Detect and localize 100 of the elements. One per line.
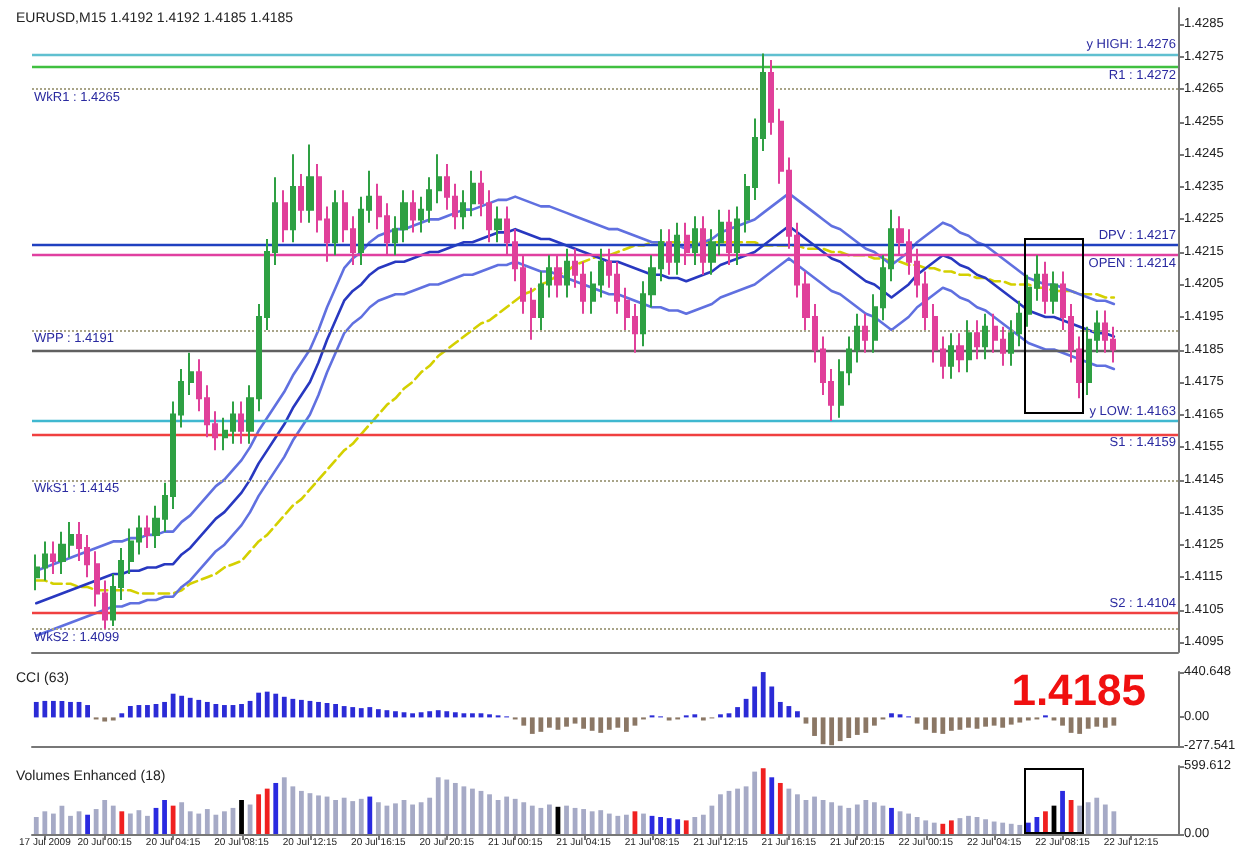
bar	[812, 717, 817, 736]
bar	[299, 699, 304, 718]
bar	[68, 701, 73, 718]
annotation: 1.4185	[1011, 665, 1147, 715]
bar	[983, 717, 988, 727]
bar	[692, 816, 698, 834]
bar	[42, 811, 48, 834]
bar	[529, 717, 535, 734]
bar	[196, 813, 202, 834]
bar	[606, 813, 612, 834]
bar	[504, 796, 510, 834]
bar	[658, 816, 663, 834]
bar	[837, 805, 843, 834]
bar	[529, 805, 535, 834]
bar	[85, 814, 90, 834]
bar	[538, 807, 544, 834]
bar	[350, 707, 356, 718]
bar	[316, 701, 321, 718]
bar	[872, 717, 877, 726]
bar	[606, 717, 612, 730]
bar	[1077, 805, 1083, 834]
bar	[256, 794, 262, 834]
bar	[564, 805, 569, 834]
bar	[179, 802, 185, 834]
bar	[145, 815, 150, 834]
bar	[1077, 717, 1083, 734]
bar	[966, 815, 971, 834]
bar	[341, 797, 347, 834]
bar	[444, 779, 450, 834]
bar	[119, 811, 125, 834]
bar	[299, 790, 304, 834]
bar	[33, 701, 39, 718]
bar	[1000, 717, 1006, 728]
bar	[589, 811, 595, 834]
bar	[923, 717, 929, 730]
candlestick	[734, 205, 740, 266]
bar	[196, 699, 202, 718]
bar	[854, 804, 860, 834]
bar	[418, 712, 424, 718]
bar	[239, 799, 244, 834]
bar	[795, 794, 800, 834]
bar	[418, 802, 424, 834]
bar	[333, 704, 338, 718]
bar	[948, 717, 954, 731]
candlestick	[42, 540, 48, 582]
bar	[512, 798, 518, 834]
bar	[547, 804, 552, 834]
candlestick	[674, 221, 680, 276]
bar	[923, 820, 929, 834]
bar	[521, 802, 527, 834]
bar	[1043, 811, 1048, 834]
bar	[581, 809, 587, 834]
bar	[256, 692, 262, 718]
bar	[42, 700, 48, 718]
bar	[85, 705, 90, 718]
candlestick	[1042, 260, 1048, 315]
bar	[102, 799, 108, 834]
candlestick	[188, 351, 194, 397]
bar	[1008, 717, 1014, 725]
bar	[829, 802, 835, 834]
candlestick	[460, 189, 466, 231]
bar	[735, 788, 740, 834]
bar	[931, 717, 937, 733]
bar	[914, 816, 920, 834]
bar	[641, 813, 646, 834]
bar	[983, 819, 988, 834]
bar	[615, 815, 621, 834]
bar	[273, 782, 279, 834]
bar	[854, 717, 860, 735]
bar	[1111, 811, 1117, 834]
bar	[204, 809, 210, 834]
bar	[50, 700, 56, 718]
bar	[623, 717, 629, 732]
bar	[803, 717, 809, 724]
bar	[846, 807, 852, 834]
candlestick	[564, 247, 570, 299]
bar	[290, 698, 296, 718]
candlestick	[862, 312, 868, 354]
bar	[350, 801, 356, 834]
bar	[222, 811, 227, 834]
candlestick	[282, 189, 288, 244]
bar	[675, 819, 681, 834]
bar	[281, 696, 287, 718]
candlestick	[982, 312, 988, 361]
bar	[367, 796, 373, 834]
bar	[948, 820, 954, 834]
candlestick	[436, 153, 442, 205]
bar	[1085, 717, 1091, 729]
candlestick	[58, 530, 66, 575]
bar	[991, 717, 997, 726]
bar	[50, 813, 56, 834]
bar	[358, 708, 364, 718]
bar	[940, 823, 946, 834]
bar	[1060, 790, 1065, 834]
bar	[487, 794, 492, 834]
bar	[179, 695, 185, 718]
candlestick	[306, 143, 314, 224]
bar	[547, 717, 552, 728]
bar	[470, 788, 475, 834]
candlestick	[470, 169, 476, 218]
